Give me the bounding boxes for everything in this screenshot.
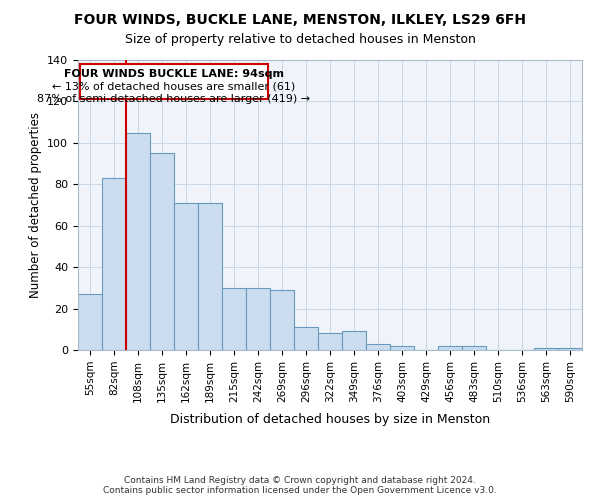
Bar (318, 334, 342, 350)
Bar (462, 346, 486, 350)
Text: 87% of semi-detached houses are larger (419) →: 87% of semi-detached houses are larger (… (37, 94, 311, 104)
X-axis label: Distribution of detached houses by size in Menston: Distribution of detached houses by size … (170, 413, 490, 426)
Text: ← 13% of detached houses are smaller (61): ← 13% of detached houses are smaller (61… (52, 82, 296, 92)
Bar (174, 203, 198, 350)
Bar (366, 344, 390, 350)
Bar (80, 64, 268, 100)
Bar (198, 203, 222, 350)
Bar (342, 332, 366, 350)
Bar (102, 178, 126, 350)
Text: FOUR WINDS, BUCKLE LANE, MENSTON, ILKLEY, LS29 6FH: FOUR WINDS, BUCKLE LANE, MENSTON, ILKLEY… (74, 12, 526, 26)
Bar (270, 290, 294, 350)
Text: Size of property relative to detached houses in Menston: Size of property relative to detached ho… (125, 32, 475, 46)
Text: FOUR WINDS BUCKLE LANE: 94sqm: FOUR WINDS BUCKLE LANE: 94sqm (64, 70, 284, 80)
Text: Contains HM Land Registry data © Crown copyright and database right 2024.
Contai: Contains HM Land Registry data © Crown c… (103, 476, 497, 495)
Bar (150, 153, 174, 350)
Bar (558, 348, 582, 350)
Bar (222, 288, 246, 350)
Y-axis label: Number of detached properties: Number of detached properties (29, 112, 41, 298)
Bar (246, 288, 270, 350)
Bar (438, 346, 462, 350)
Bar (78, 294, 102, 350)
Bar (126, 132, 150, 350)
Bar (390, 346, 414, 350)
Bar (534, 348, 558, 350)
Bar (294, 327, 318, 350)
